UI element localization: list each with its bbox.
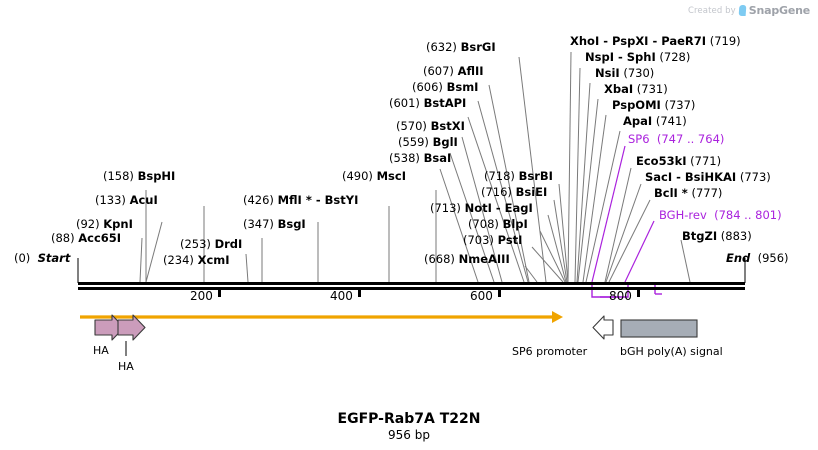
enzyme-label-aflii[interactable]: (607) AflII xyxy=(423,64,484,78)
enzyme-label-drdi[interactable]: (253) DrdI xyxy=(180,237,243,251)
enzyme-label-mfli-bstyi[interactable]: (426) MflI * - BstYI xyxy=(243,193,359,207)
enzyme-label-bsgi[interactable]: (347) BsgI xyxy=(243,217,306,231)
watermark-brand: SnapGene xyxy=(748,4,810,17)
enzyme-label-nmeaiii[interactable]: (668) NmeAIII xyxy=(424,252,510,266)
leader-lines-midright xyxy=(524,183,569,283)
watermark-made-by: Created by xyxy=(687,5,736,16)
enzyme-label-saci-bsihkai[interactable]: SacI - BsiHKAI (773) xyxy=(645,170,771,184)
ha-feature-arrows xyxy=(94,314,146,356)
enzyme-label-nsii[interactable]: NsiI (730) xyxy=(595,66,655,80)
enzyme-label-xhoi-pspxi-paer7i[interactable]: XhoI - PspXI - PaeR7I (719) xyxy=(570,34,741,48)
enzyme-label-xbai[interactable]: XbaI (731) xyxy=(604,82,668,96)
feature-label-sp6-promoter[interactable]: SP6 promoter xyxy=(512,345,588,358)
enzyme-label-bsai[interactable]: (538) BsaI xyxy=(389,151,452,165)
bgh-polya-feature xyxy=(620,319,698,338)
feature-label-ha-2[interactable]: HA xyxy=(118,360,134,373)
ruler-tick-400: 400 xyxy=(330,289,353,303)
enzyme-label-apai[interactable]: ApaI (741) xyxy=(623,114,687,128)
enzyme-label-msci[interactable]: (490) MscI xyxy=(342,169,406,183)
orf-arrow xyxy=(80,311,563,323)
enzyme-label-bsmi[interactable]: (606) BsmI xyxy=(412,80,479,94)
enzyme-label-bsrbi[interactable]: (718) BsrBI xyxy=(484,169,553,183)
enzyme-label-bsphi[interactable]: (158) BspHI xyxy=(103,169,176,183)
snapgene-logo-icon xyxy=(738,5,747,16)
enzyme-label-bgli[interactable]: (559) BglI xyxy=(398,135,458,149)
start-label: (0) Start xyxy=(14,251,71,265)
enzyme-label-bsiei[interactable]: (716) BsiEI xyxy=(481,185,548,199)
terminus-ticks xyxy=(77,258,746,283)
enzyme-label-noti-eagi[interactable]: (713) NotI - EagI xyxy=(430,201,533,215)
leader-lines-center xyxy=(439,56,547,283)
enzyme-label-eco53ki[interactable]: Eco53kI (771) xyxy=(636,154,722,168)
page-subtitle: 956 bp xyxy=(388,428,430,442)
enzyme-label-acui[interactable]: (133) AcuI xyxy=(95,193,158,207)
enzyme-label-pspomi[interactable]: PspOMI (737) xyxy=(612,98,696,112)
enzyme-label-psti[interactable]: (703) PstI xyxy=(463,233,523,247)
leader-lines-left xyxy=(139,190,437,283)
enzyme-label-blpi[interactable]: (708) BlpI xyxy=(468,217,528,231)
ruler-tick-800: 800 xyxy=(609,289,632,303)
enzyme-label-btgzi[interactable]: BtgZI (883) xyxy=(682,229,752,243)
primer-label-bgh-rev[interactable]: BGH-rev (784 .. 801) xyxy=(659,208,782,222)
enzyme-label-bcli[interactable]: BclI * (777) xyxy=(654,186,723,200)
enzyme-label-bstapi[interactable]: (601) BstAPI xyxy=(389,96,467,110)
ruler-ticks xyxy=(218,288,640,297)
primer-leader-lines xyxy=(591,145,655,283)
sequence-backbone xyxy=(78,282,745,290)
enzyme-label-acc65i[interactable]: (88) Acc65I xyxy=(51,231,122,245)
enzyme-label-kpni[interactable]: (92) KpnI xyxy=(76,217,133,231)
end-label: End (956) xyxy=(726,251,789,265)
enzyme-label-nspi-sphi[interactable]: NspI - SphI (728) xyxy=(585,50,691,64)
leader-lines-right xyxy=(567,51,691,283)
enzyme-label-xcmi[interactable]: (234) XcmI xyxy=(163,253,230,267)
snapgene-watermark: Created by SnapGene xyxy=(688,4,810,17)
enzyme-label-bsrgi[interactable]: (632) BsrGI xyxy=(426,40,496,54)
feature-label-ha-1[interactable]: HA xyxy=(93,344,109,357)
ruler-tick-200: 200 xyxy=(190,289,213,303)
page-title: EGFP-Rab7A T22N xyxy=(337,411,481,427)
sp6-promoter-feature xyxy=(592,315,614,340)
ruler-tick-600: 600 xyxy=(470,289,493,303)
primer-label-sp6[interactable]: SP6 (747 .. 764) xyxy=(628,132,725,146)
feature-label-bgh-polya[interactable]: bGH poly(A) signal xyxy=(620,345,723,358)
enzyme-label-bstxi[interactable]: (570) BstXI xyxy=(396,119,465,133)
